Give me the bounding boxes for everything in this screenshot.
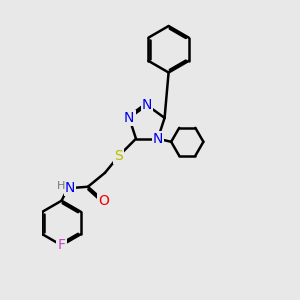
Text: F: F bbox=[58, 238, 66, 252]
Text: O: O bbox=[98, 194, 109, 208]
Text: N: N bbox=[124, 111, 134, 125]
Text: N: N bbox=[142, 98, 152, 112]
Text: H: H bbox=[57, 181, 65, 191]
Text: N: N bbox=[153, 132, 163, 146]
Text: N: N bbox=[65, 181, 75, 195]
Text: S: S bbox=[115, 149, 123, 163]
